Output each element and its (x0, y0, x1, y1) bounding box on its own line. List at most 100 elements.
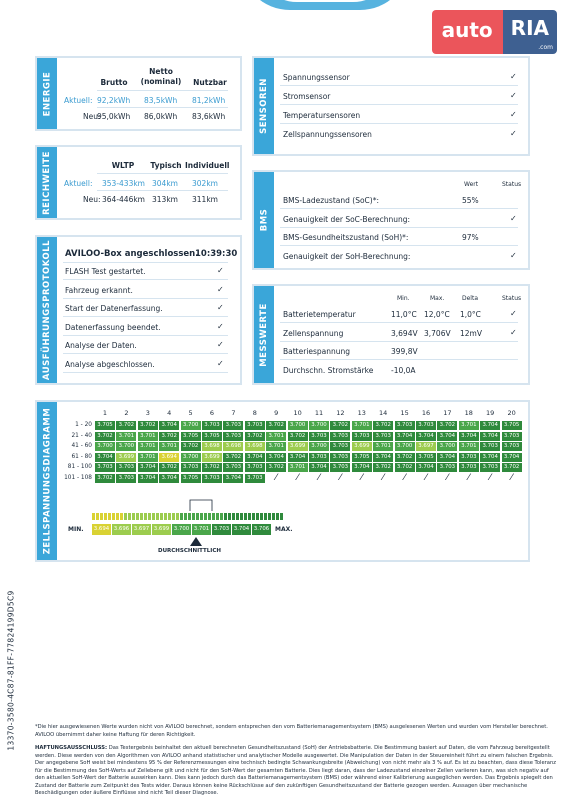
cell-voltage: 3.701 (137, 431, 158, 441)
empty-cell-slash: ⁄ (425, 472, 427, 483)
protokoll-time: 10:39:30 (195, 249, 238, 259)
cell-voltage: 3.702 (394, 463, 415, 472)
gradient-bar (144, 513, 147, 520)
row-label: 81 - 100 (67, 464, 92, 470)
gradient-bar (136, 513, 139, 520)
row-label: 41 - 60 (71, 443, 92, 449)
watermark-domain: .com (538, 44, 553, 51)
reichweite-value: 313km (152, 195, 178, 204)
gradient-bar (140, 513, 143, 520)
column-number: 2 (124, 409, 129, 417)
gradient-bar (244, 513, 247, 520)
cell-voltage: 3.704 (437, 452, 458, 462)
cell-voltage: 3.703 (501, 431, 522, 441)
cell-voltage: 3.700 (180, 421, 201, 430)
reichweite-value: 364-446km (102, 195, 145, 204)
watermark-ria-text: RIA (510, 16, 549, 40)
column-number: 11 (314, 409, 324, 417)
bms-row-value: 97% (462, 233, 479, 242)
cell-voltage: 3.700 (287, 421, 308, 430)
column-number: 17 (443, 409, 452, 417)
cell-voltage: 3.703 (244, 463, 265, 472)
cell-voltage: 3.703 (437, 463, 458, 472)
check-icon: ✓ (217, 340, 224, 349)
messwerte-min: 11,0°C (391, 310, 417, 319)
gradient-bar (120, 513, 123, 520)
cell-voltage: 3.705 (95, 421, 115, 430)
cell-voltage: 3.705 (180, 431, 201, 441)
cell-voltage: 3.702 (287, 431, 308, 441)
cell-voltage: 3.700 (180, 452, 201, 462)
cell-voltage: 3.703 (351, 431, 372, 441)
haftung-title: HAFTUNGSAUSSCHLUSS: (35, 745, 108, 751)
gradient-bar (92, 513, 95, 520)
row-label: 21 - 40 (71, 432, 92, 439)
column-number: 4 (167, 409, 172, 417)
column-number: 15 (400, 409, 409, 417)
cell-voltage: 3.705 (416, 452, 436, 462)
energie-value: 86,0kWh (144, 112, 178, 121)
cell-voltage: 3.702 (330, 421, 351, 430)
check-icon: ✓ (510, 129, 517, 138)
cell-voltage: 3.704 (137, 473, 158, 483)
cell-voltage: 3.704 (373, 452, 394, 462)
cell-voltage: 3.704 (266, 452, 287, 462)
gradient-bar (168, 513, 171, 520)
column-number: 19 (486, 409, 495, 417)
gradient-bar (276, 513, 279, 520)
energie-value: 95,0kWh (97, 112, 131, 121)
cell-voltage: 3.702 (244, 431, 265, 441)
cell-voltage: 3.698 (202, 442, 222, 451)
column-number: 5 (188, 409, 193, 417)
reichweite-panel: REICHWEITE WLTP Typisch Individuell Aktu… (35, 145, 242, 220)
gradient-bar (196, 513, 199, 520)
cell-voltage: 3.702 (95, 431, 115, 441)
energie-header-nutzbar: Nutzbar (193, 78, 227, 87)
legend-gradient-bars (92, 499, 283, 520)
cell-voltage: 3.703 (244, 421, 265, 430)
gradient-bar (132, 513, 135, 520)
average-label: DURCHSCHNITTLICH (158, 548, 221, 554)
cell-voltage: 3.700 (116, 442, 137, 451)
gradient-bar (128, 513, 131, 520)
cell-voltage: 3.703 (373, 431, 394, 441)
energie-tab-label: ENERGIE (42, 71, 52, 116)
messwerte-header-delta: Delta (462, 295, 479, 302)
gradient-bar (228, 513, 231, 520)
sensor-item: Zellspannungssensoren (283, 130, 372, 139)
cell-voltage: 3.703 (416, 421, 436, 430)
cell-voltage: 3.701 (287, 463, 308, 472)
gradient-bar (208, 513, 211, 520)
empty-cell-slash: ⁄ (275, 472, 277, 483)
reichweite-header-typisch: Typisch (150, 161, 182, 170)
cell-voltage: 3.704 (437, 431, 458, 441)
row-divider (280, 226, 518, 228)
legend-value: 3.694 (92, 524, 111, 535)
row-divider (63, 316, 228, 317)
haftungsausschluss: HAFTUNGSAUSSCHLUSS: Das Testergebnis bei… (35, 745, 557, 798)
check-icon: ✓ (217, 284, 224, 294)
empty-cell-slash: ⁄ (489, 472, 491, 483)
cell-voltage: 3.703 (202, 473, 222, 483)
gradient-bar (152, 513, 155, 520)
energie-value: 81,2kWh (192, 96, 226, 105)
average-bracket (189, 499, 213, 511)
cell-voltage: 3.703 (202, 421, 222, 430)
legend-value: 3.699 (152, 524, 171, 535)
empty-cell-slash: ⁄ (403, 472, 406, 483)
cell-voltage: 3.704 (480, 431, 501, 441)
sensoren-panel: SENSOREN Spannungssensor ✓ Stromsensor ✓ Tem… (252, 56, 530, 156)
cell-voltage: 3.701 (458, 421, 479, 430)
cell-voltage: 3.702 (373, 463, 394, 472)
protokoll-panel: AUSFÜHRUNGSPROTOKOLL AVILOO-Box angeschl… (35, 235, 242, 385)
energie-value: 83,5kWh (144, 96, 178, 105)
sensor-item: Spannungssensor (283, 73, 350, 82)
messwerte-delta: 12mV (460, 328, 482, 338)
messwerte-panel: MESSWERTE Min. Max. Delta Status Batteri… (252, 284, 530, 385)
check-icon: ✓ (510, 72, 517, 81)
row-label: 101 - 108 (64, 474, 92, 481)
header-arc (240, 0, 410, 10)
legend-value: 3.700 (172, 524, 191, 535)
column-number: 20 (507, 409, 516, 417)
gradient-bar (164, 513, 167, 520)
